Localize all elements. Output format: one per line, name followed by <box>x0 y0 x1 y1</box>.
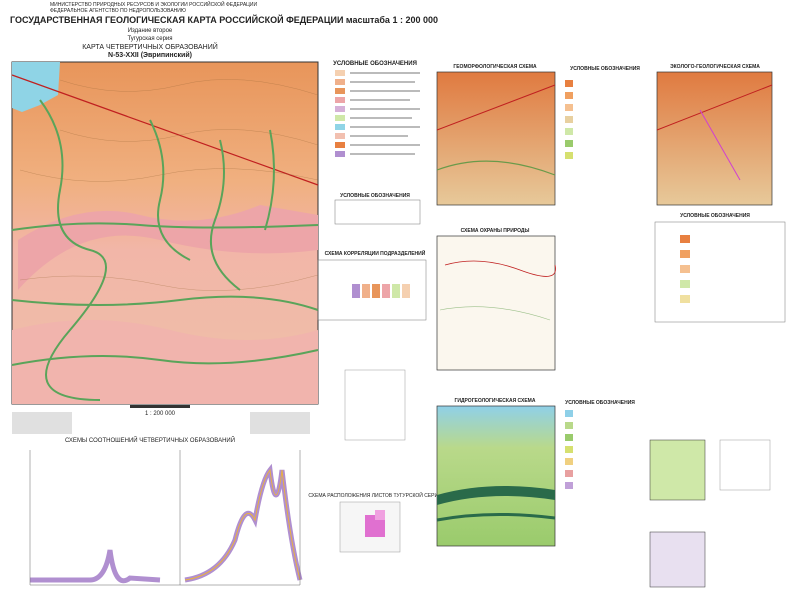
legend-text-lines <box>350 72 420 155</box>
sheet-title: ГОСУДАРСТВЕННАЯ ГЕОЛОГИЧЕСКАЯ КАРТА РОСС… <box>10 14 438 25</box>
profiles-title: СХЕМЫ СООТНОШЕНИЙ ЧЕТВЕРТИЧНЫХ ОБРАЗОВАН… <box>65 436 235 444</box>
map-title: КАРТА ЧЕТВЕРТИЧНЫХ ОБРАЗОВАНИЙ <box>82 42 218 51</box>
eco-title: ЭКОЛОГО-ГЕОЛОГИЧЕСКАЯ СХЕМА <box>670 64 760 70</box>
scale-bar <box>130 405 190 408</box>
eco-legend-title: УСЛОВНЫЕ ОБОЗНАЧЕНИЯ <box>680 213 750 219</box>
agency: ФЕДЕРАЛЬНОЕ АГЕНТСТВО ПО НЕДРОПОЛЬЗОВАНИ… <box>50 8 186 14</box>
correlation-table <box>317 259 427 321</box>
location-scheme <box>339 501 401 553</box>
relief-lines <box>19 79 319 291</box>
hydro-legend <box>565 410 573 489</box>
profiles <box>29 450 303 586</box>
inset-scheme <box>344 369 406 441</box>
valleys <box>11 99 319 401</box>
edition: Издание второе <box>128 28 173 34</box>
nature-map <box>436 235 556 371</box>
geomorph-map <box>436 71 556 206</box>
legend-title: УСЛОВНЫЕ ОБОЗНАЧЕНИЯ <box>333 61 417 67</box>
scale: 1 : 200 000 <box>145 411 176 417</box>
legend-swatches <box>335 70 345 157</box>
correlation-title: СХЕМА КОРРЕЛЯЦИИ ПОДРАЗДЕЛЕНИЙ <box>325 249 426 257</box>
fault <box>11 74 319 186</box>
main-map <box>11 61 319 405</box>
hydro-legend-title: УСЛОВНЫЕ ОБОЗНАЧЕНИЯ <box>565 400 635 406</box>
location-title: СХЕМА РАСПОЛОЖЕНИЯ ЛИСТОВ ТУГУРСКОЙ СЕРИ… <box>308 491 442 499</box>
geomorph-legend-title: УСЛОВНЫЕ ОБОЗНАЧЕНИЯ <box>570 66 640 72</box>
small-schemes <box>649 439 771 588</box>
series: Тугурская серия <box>127 36 172 42</box>
geomorph-legend <box>565 80 573 159</box>
relief-legend-title: УСЛОВНЫЕ ОБОЗНАЧЕНИЯ <box>340 193 410 199</box>
ministry: МИНИСТЕРСТВО ПРИРОДНЫХ РЕСУРСОВ И ЭКОЛОГ… <box>50 0 257 8</box>
eco-legend <box>654 221 786 323</box>
relief-table <box>334 199 421 225</box>
geomorph-title: ГЕОМОРФОЛОГИЧЕСКАЯ СХЕМА <box>453 64 537 70</box>
nature-title: СХЕМА ОХРАНЫ ПРИРОДЫ <box>461 228 530 234</box>
lake <box>12 62 60 112</box>
eco-map <box>656 71 773 206</box>
hydro-map <box>436 405 556 547</box>
hydro-title: ГИДРОГЕОЛОГИЧЕСКАЯ СХЕМА <box>455 398 536 404</box>
unit-zone <box>12 320 318 404</box>
unit-zone <box>18 205 318 290</box>
sheet-code: N-53-XXII (Эврипинский) <box>108 51 192 59</box>
footnotes <box>12 412 310 434</box>
